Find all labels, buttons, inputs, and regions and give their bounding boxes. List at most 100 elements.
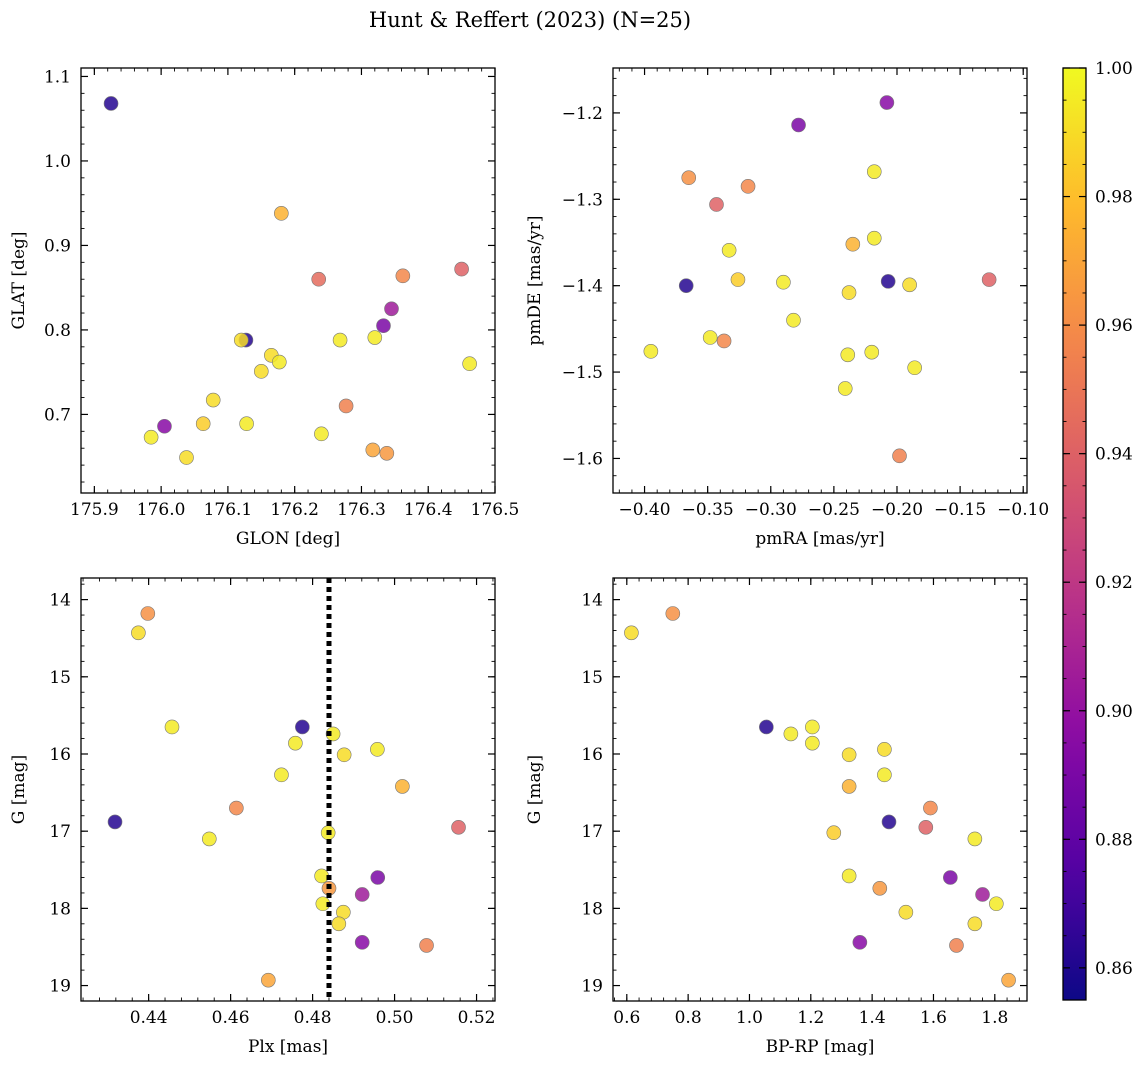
x-axis-label: BP-RP [mag]	[766, 1037, 875, 1057]
data-point	[866, 230, 882, 246]
data-point	[721, 242, 737, 258]
y-axis-label: G [mag]	[9, 755, 29, 824]
data-point	[740, 179, 756, 194]
data-point	[103, 96, 119, 111]
data-point	[419, 938, 434, 953]
y-tick-label: 17	[49, 822, 71, 842]
y-tick-label: −1.5	[562, 363, 603, 383]
data-point	[840, 347, 856, 363]
data-point	[143, 429, 159, 445]
x-tick-label: −0.20	[871, 500, 923, 520]
y-axis-label: pmDE [mas/yr]	[525, 215, 545, 345]
data-point	[624, 625, 639, 641]
x-tick-label: 1.4	[859, 1008, 886, 1028]
x-tick-label: 1.6	[920, 1008, 947, 1028]
ticks-glon-glat: 175.9 176.0 176.1 176.2 176.3 176.4 176.5 0.7 0.…	[44, 67, 519, 520]
axes-frame	[612, 577, 1028, 1002]
x-tick-label: −0.10	[997, 500, 1049, 520]
colorbar-tick-label: 0.96	[1095, 316, 1133, 336]
y-tick-label: 19	[49, 977, 71, 997]
y-tick-label: −1.6	[562, 449, 603, 469]
x-tick-label: 1.0	[736, 1008, 763, 1028]
data-point	[841, 285, 857, 300]
points-bprp-g	[624, 606, 1016, 988]
data-point	[881, 814, 897, 830]
y-tick-label: 14	[49, 591, 71, 611]
data-point	[295, 719, 310, 735]
x-axis-label: Plx [mas]	[248, 1037, 328, 1057]
points-plx-g	[107, 606, 466, 988]
axes-frame	[80, 577, 496, 1002]
x-tick-label: 0.52	[458, 1008, 496, 1028]
data-point	[311, 271, 327, 287]
data-point	[923, 800, 938, 816]
ticks-bprp-g: 0.6 0.8 1.0 1.2 1.4 1.6 1.8 14 15 16 17 18 19	[581, 578, 1027, 1028]
x-tick-label: 176.3	[337, 500, 386, 520]
colorbar: 0.86 0.88 0.90 0.92 0.94 0.96 0.98 1.00	[1062, 59, 1133, 1001]
data-point	[395, 268, 411, 284]
x-tick-label: 176.4	[404, 500, 453, 520]
points-pmra-pmde	[643, 95, 997, 464]
data-point	[379, 445, 395, 461]
x-tick-label: 175.9	[70, 500, 119, 520]
x-tick-label: 0.46	[212, 1008, 250, 1028]
data-point	[338, 398, 354, 414]
data-point	[376, 318, 391, 334]
x-tick-label: 1.8	[981, 1008, 1008, 1028]
data-point	[902, 277, 917, 293]
ticks-plx-g: 0.44 0.46 0.48 0.50 0.52 14 15 16 17 18 19	[49, 578, 495, 1028]
data-point	[841, 779, 857, 794]
data-point	[131, 625, 146, 641]
data-point	[943, 870, 958, 885]
x-tick-label: −0.35	[682, 500, 734, 520]
data-point	[791, 117, 806, 133]
data-point	[288, 735, 303, 751]
x-tick-label: 176.5	[471, 500, 520, 520]
data-point	[981, 272, 997, 287]
data-point	[759, 719, 774, 735]
y-tick-label: 0.8	[44, 321, 71, 341]
x-tick-label: 176.0	[137, 500, 186, 520]
data-point	[164, 719, 180, 735]
x-tick-label: 176.2	[270, 500, 319, 520]
x-tick-label: 0.50	[376, 1008, 414, 1028]
data-point	[866, 164, 882, 179]
x-axis-label: GLON [deg]	[236, 529, 340, 549]
data-point	[879, 95, 895, 110]
data-point	[783, 726, 799, 742]
data-point	[681, 170, 697, 186]
y-tick-label: 0.7	[44, 405, 71, 425]
data-point	[274, 206, 289, 221]
data-point	[195, 416, 211, 432]
data-point	[325, 726, 341, 742]
data-point	[331, 916, 347, 932]
ticks-pmra-pmde: −0.40 −0.35 −0.30 −0.25 −0.20 −0.15 −0.10 −1.6 −…	[562, 68, 1049, 520]
panel-glon-glat: 175.9 176.0 176.1 176.2 176.3 176.4 176.5 0.7 0.…	[9, 67, 519, 549]
figure-title: Hunt & Reffert (2023) (N=25)	[369, 8, 691, 32]
x-tick-label: 176.1	[204, 500, 253, 520]
data-point	[877, 767, 892, 783]
data-point	[643, 344, 659, 359]
data-point	[877, 742, 892, 757]
colorbar-tick-label: 0.92	[1095, 573, 1133, 593]
colorbar-tick-label: 0.88	[1095, 830, 1133, 850]
data-point	[864, 344, 880, 360]
data-point	[365, 442, 381, 458]
data-point	[229, 800, 244, 816]
data-point	[253, 364, 269, 379]
data-point	[989, 896, 1004, 912]
data-point	[370, 870, 386, 885]
x-tick-label: −0.40	[619, 500, 671, 520]
data-point	[336, 747, 352, 763]
data-point	[272, 354, 287, 370]
y-tick-label: 16	[49, 745, 71, 765]
y-tick-label: 15	[581, 668, 603, 688]
data-point	[384, 301, 399, 317]
y-tick-label: 1.1	[44, 67, 71, 87]
data-point	[967, 831, 983, 847]
x-axis-label: pmRA [mas/yr]	[755, 529, 884, 549]
data-point	[261, 972, 276, 988]
data-point	[776, 274, 791, 290]
data-point	[179, 450, 194, 465]
y-tick-label: 18	[49, 899, 71, 919]
